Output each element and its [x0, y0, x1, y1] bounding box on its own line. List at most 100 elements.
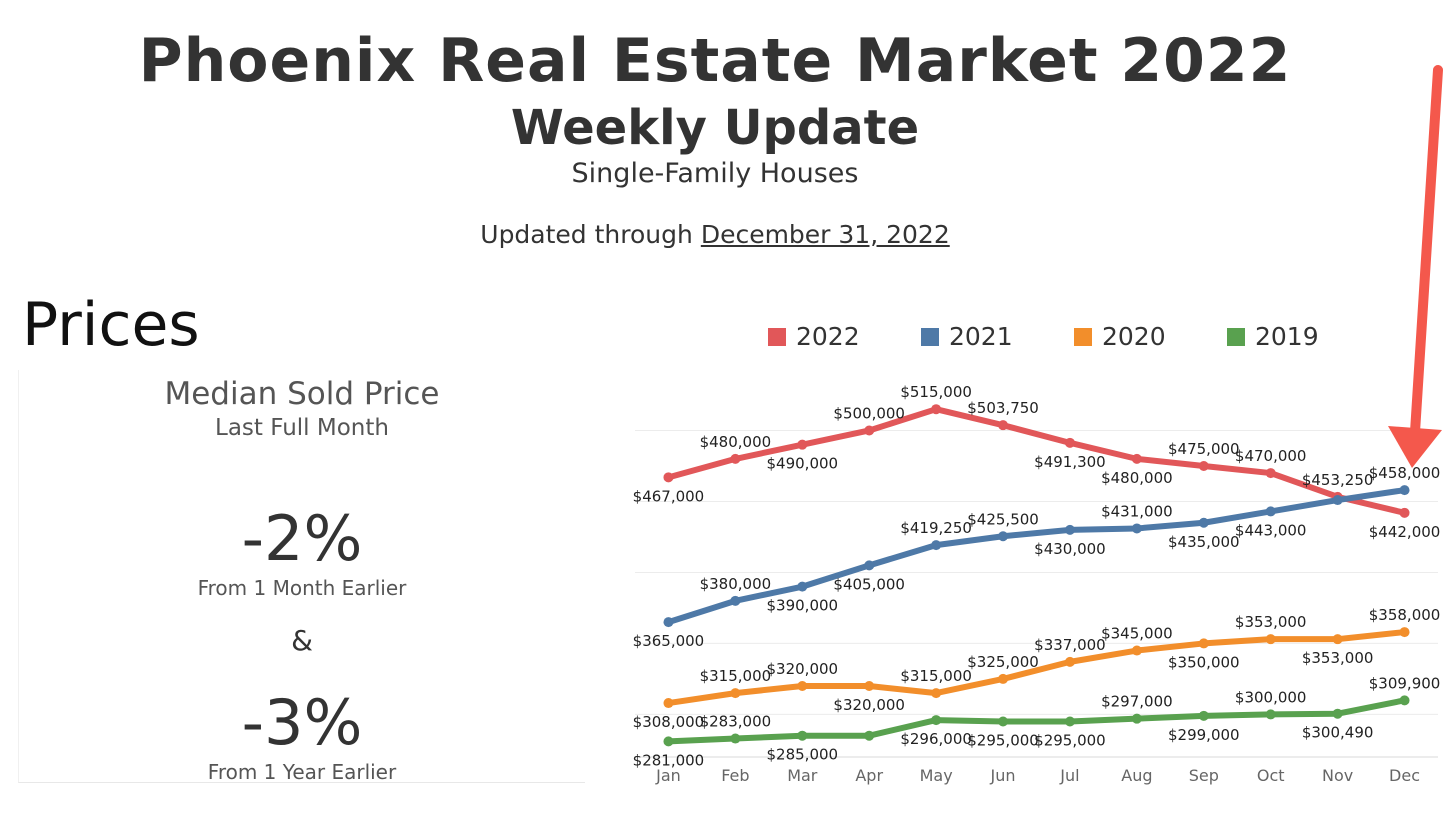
data-point-2021[interactable]: [1198, 517, 1209, 528]
data-point-2019[interactable]: [797, 730, 808, 741]
data-label: $295,000: [1034, 732, 1106, 750]
data-label: $283,000: [700, 713, 772, 731]
legend-label-2022: 2022: [796, 322, 860, 351]
data-label: $390,000: [767, 597, 839, 615]
data-label: $431,000: [1101, 502, 1173, 520]
data-label: $296,000: [900, 730, 972, 748]
median-price-line-chart: Jan Feb Mar Apr May Jun Jul Aug Sep Oct Nov Dec $467…: [633, 385, 1441, 785]
data-label: $285,000: [767, 746, 839, 764]
x-tick-label: Mar: [787, 766, 818, 785]
data-label: $500,000: [833, 404, 905, 422]
data-point-2020[interactable]: [864, 681, 875, 692]
data-point-2019[interactable]: [864, 730, 875, 741]
data-point-2021[interactable]: [998, 531, 1009, 542]
data-label: $442,000: [1369, 523, 1441, 541]
data-point-2022[interactable]: [864, 425, 875, 436]
x-tick-label: May: [920, 766, 953, 785]
series-line-2020: [665, 629, 1408, 707]
data-point-2022[interactable]: [1064, 437, 1075, 448]
data-label: $475,000: [1168, 440, 1240, 458]
x-tick-label: Jan: [655, 766, 681, 785]
data-label: $443,000: [1235, 521, 1307, 539]
data-point-2019[interactable]: [1198, 710, 1209, 721]
data-label: $350,000: [1168, 653, 1240, 671]
kpi-card: Median Sold Price Last Full Month -2% Fr…: [18, 370, 585, 784]
data-point-2021[interactable]: [797, 581, 808, 592]
data-point-2019[interactable]: [663, 736, 674, 747]
data-point-2021[interactable]: [1265, 506, 1276, 517]
data-point-2019[interactable]: [1131, 713, 1142, 724]
section-heading: Prices: [22, 290, 200, 360]
legend-swatch-2021: [921, 327, 939, 346]
data-point-2019[interactable]: [998, 716, 1009, 727]
x-tick-label: Oct: [1257, 766, 1285, 785]
data-point-2019[interactable]: [730, 733, 741, 744]
data-point-2022[interactable]: [931, 404, 942, 415]
data-point-2021[interactable]: [1131, 523, 1142, 534]
data-point-2020[interactable]: [1332, 634, 1343, 645]
series-line-2022: [665, 406, 1408, 516]
data-point-2022[interactable]: [663, 472, 674, 483]
data-point-2021[interactable]: [730, 595, 741, 606]
kpi-month-change: -2%: [241, 502, 363, 575]
data-point-2020[interactable]: [1265, 634, 1276, 645]
data-point-2022[interactable]: [730, 453, 741, 464]
legend-swatch-2019: [1227, 327, 1245, 346]
legend-item-2022[interactable]: 2022: [768, 322, 921, 351]
data-label: $300,490: [1302, 724, 1374, 742]
data-point-2020[interactable]: [797, 681, 808, 692]
data-point-2020[interactable]: [1064, 656, 1075, 667]
data-point-2019[interactable]: [931, 715, 942, 726]
data-point-2021[interactable]: [864, 560, 875, 571]
x-tick-label: Jun: [990, 766, 1016, 785]
data-point-2020[interactable]: [1198, 638, 1209, 649]
legend-item-2020[interactable]: 2020: [1074, 322, 1227, 351]
legend-swatch-2022: [768, 327, 786, 346]
legend-swatch-2020: [1074, 327, 1092, 346]
data-point-2021[interactable]: [1064, 524, 1075, 535]
x-tick-label: Dec: [1389, 766, 1420, 785]
updated-date-link[interactable]: December 31, 2022: [700, 220, 950, 249]
data-point-2020[interactable]: [1131, 645, 1142, 656]
data-point-2019[interactable]: [1265, 709, 1276, 720]
page-subtitle: Weekly Update: [510, 100, 920, 156]
data-label: $458,000: [1369, 464, 1441, 482]
data-point-2019[interactable]: [1332, 708, 1343, 719]
legend-item-2021[interactable]: 2021: [921, 322, 1074, 351]
data-point-2019[interactable]: [1064, 716, 1075, 727]
data-point-2022[interactable]: [797, 439, 808, 450]
property-category: Single-Family Houses: [571, 158, 859, 189]
data-point-2022[interactable]: [1198, 460, 1209, 471]
data-point-2022[interactable]: [998, 420, 1009, 431]
legend-item-2019[interactable]: 2019: [1227, 322, 1380, 351]
data-point-2020[interactable]: [730, 688, 741, 699]
data-label: $430,000: [1034, 540, 1106, 558]
data-point-2020[interactable]: [663, 698, 674, 709]
data-label: $308,000: [633, 713, 705, 731]
data-point-2022[interactable]: [1399, 507, 1410, 518]
kpi-year-change: -3%: [241, 686, 363, 759]
data-point-2022[interactable]: [1265, 468, 1276, 479]
data-label: $299,000: [1168, 726, 1240, 744]
legend-label-2020: 2020: [1102, 322, 1166, 351]
data-label: $491,300: [1034, 453, 1106, 471]
data-point-2020[interactable]: [1399, 627, 1410, 638]
data-label: $480,000: [700, 433, 772, 451]
data-point-2021[interactable]: [1332, 495, 1343, 506]
data-point-2020[interactable]: [998, 673, 1009, 684]
data-label: $365,000: [633, 632, 705, 650]
kpi-ampersand: &: [291, 624, 313, 657]
data-point-2021[interactable]: [663, 617, 674, 628]
data-label: $297,000: [1101, 693, 1173, 711]
data-point-2022[interactable]: [1131, 453, 1142, 464]
data-label: $480,000: [1101, 469, 1173, 487]
data-point-2020[interactable]: [931, 688, 942, 699]
series-line-2019: [665, 697, 1408, 745]
updated-prefix: Updated through: [480, 220, 693, 249]
data-point-2019[interactable]: [1399, 695, 1410, 706]
data-label: $320,000: [833, 696, 905, 714]
data-point-2021[interactable]: [1399, 485, 1410, 496]
legend-label-2019: 2019: [1255, 322, 1319, 351]
data-label: $358,000: [1369, 606, 1441, 624]
data-point-2021[interactable]: [931, 540, 942, 551]
